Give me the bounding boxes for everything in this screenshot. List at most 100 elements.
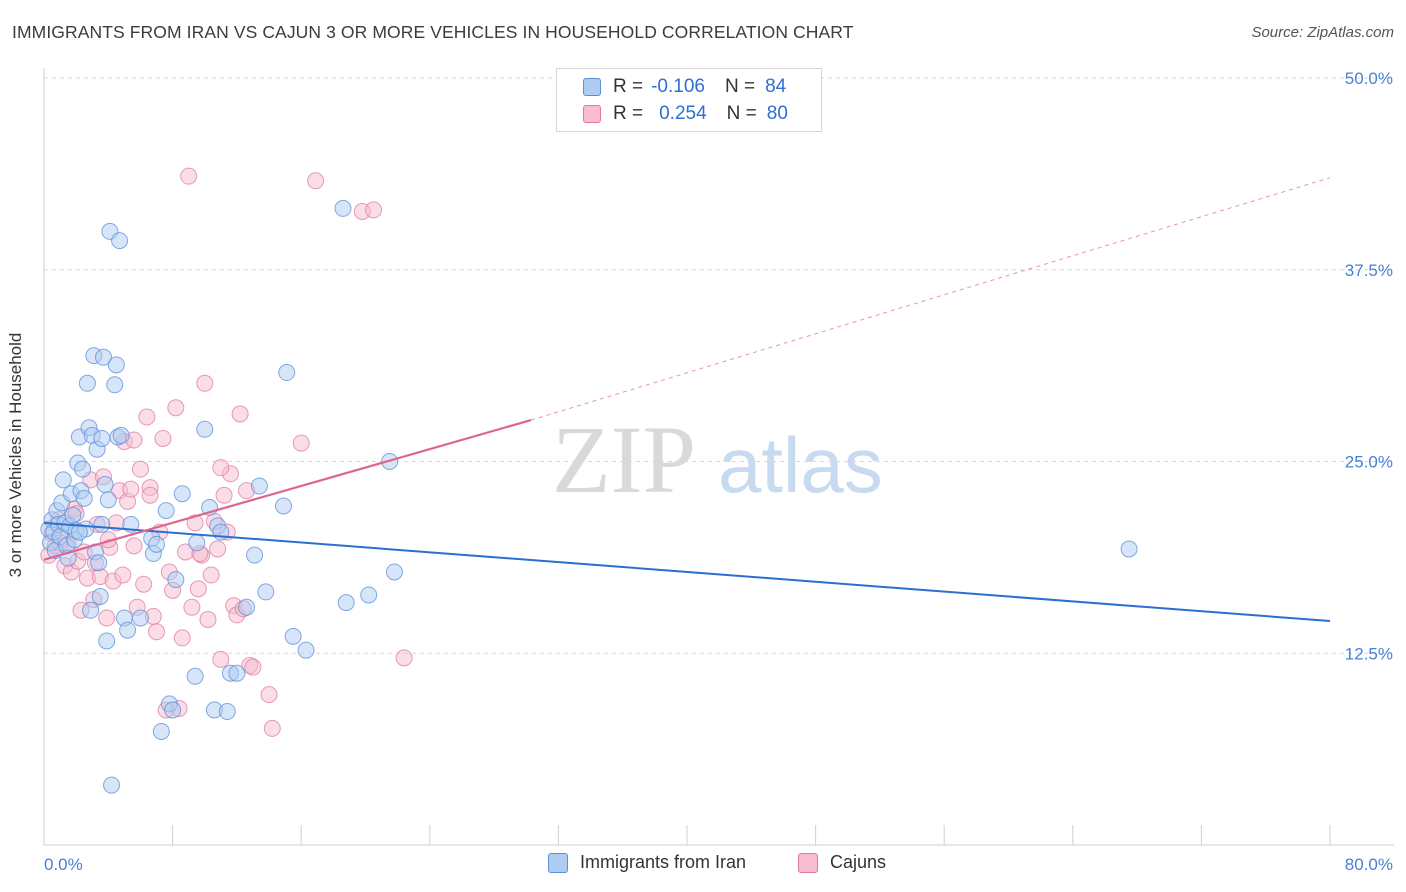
- legend-swatch-iran: [548, 852, 568, 873]
- iran-point: [218, 703, 236, 721]
- iran-point: [112, 426, 130, 444]
- cajun-point: [141, 486, 159, 504]
- iran-point: [99, 491, 117, 509]
- iran-point: [337, 594, 355, 612]
- series-legend: Immigrants from Iran Cajuns: [0, 852, 1406, 878]
- iran-point: [91, 587, 109, 605]
- cajun-point: [131, 460, 149, 478]
- cajun-point: [189, 580, 207, 598]
- cajun-point: [292, 434, 310, 452]
- legend-item-cajun[interactable]: Cajuns: [798, 852, 886, 873]
- iran-point: [167, 571, 185, 589]
- iran-point: [93, 429, 111, 447]
- iran-point: [82, 601, 100, 619]
- y-tick-label: 37.5%: [1345, 261, 1393, 280]
- iran-point: [278, 364, 296, 382]
- cajun-trend-line: [43, 419, 532, 561]
- cajun-point: [395, 649, 413, 667]
- legend-swatch-cajun: [798, 852, 818, 873]
- iran-point: [75, 489, 93, 507]
- trend-lines: [43, 177, 1331, 623]
- cajun-point: [263, 719, 281, 737]
- iran-point: [93, 515, 111, 533]
- series-iran: [40, 199, 1138, 794]
- iran-point: [98, 632, 116, 650]
- gridlines: [44, 77, 1394, 654]
- cajun-point: [231, 405, 249, 423]
- cajun-point: [125, 537, 143, 555]
- legend-n-label: N =: [724, 76, 756, 97]
- iran-point: [111, 232, 129, 250]
- iran-point: [360, 586, 378, 604]
- iran-point: [284, 627, 302, 645]
- cajun-point: [148, 623, 166, 641]
- legend-r-label: R =: [613, 103, 644, 124]
- iran-point: [334, 199, 352, 217]
- iran-point: [196, 420, 214, 438]
- iran-point: [103, 776, 121, 794]
- legend-n-value: 84: [765, 76, 787, 97]
- legend-row-cajun: R = 0.254 N = 80: [583, 101, 788, 127]
- cajun-point: [307, 172, 325, 190]
- cajun-point: [186, 514, 204, 532]
- cajun-point: [209, 540, 227, 558]
- iran-point: [64, 506, 82, 524]
- iran-point: [188, 534, 206, 552]
- iran-point: [1120, 540, 1138, 558]
- iran-point: [54, 471, 72, 489]
- tick-labels: 12.5% 25.0% 37.5% 50.0% 0.0% 80.0%: [44, 69, 1393, 874]
- cajun-point: [212, 459, 230, 477]
- iran-point: [297, 641, 315, 659]
- iran-point: [74, 460, 92, 478]
- iran-point: [106, 376, 124, 394]
- axes: [43, 68, 1394, 846]
- cajun-point: [154, 429, 172, 447]
- iran-point: [107, 356, 125, 374]
- iran-point: [157, 502, 175, 520]
- iran-point: [119, 621, 137, 639]
- x-tick-label: 80.0%: [1345, 855, 1393, 874]
- legend-r-value: 0.254: [659, 103, 707, 124]
- y-tick-label: 12.5%: [1345, 644, 1393, 663]
- iran-point: [96, 476, 114, 494]
- legend-n-label: N =: [726, 103, 757, 124]
- cajun-point: [244, 658, 262, 676]
- cajun-point: [365, 201, 383, 219]
- cajun-point: [196, 374, 214, 392]
- cajun-point: [135, 575, 153, 593]
- source-label: Source: ZipAtlas.com: [1251, 24, 1394, 41]
- legend-swatch-iran: [583, 78, 601, 96]
- cajun-point: [114, 566, 132, 584]
- cajun-point: [173, 629, 191, 647]
- correlation-legend: R = -0.106 N = 84 R = 0.254 N = 80: [556, 68, 822, 132]
- legend-item-iran[interactable]: Immigrants from Iran: [548, 852, 746, 873]
- iran-point: [186, 667, 204, 685]
- cajun-trend-extension: [530, 177, 1331, 421]
- legend-label-cajun: Cajuns: [830, 852, 887, 872]
- legend-r-label: R =: [613, 76, 644, 97]
- y-axis-label: 3 or more Vehicles in Household: [6, 332, 25, 578]
- iran-point: [275, 497, 293, 515]
- cajun-point: [183, 598, 201, 616]
- iran-point: [152, 722, 170, 740]
- legend-label-iran: Immigrants from Iran: [580, 852, 747, 872]
- iran-point: [228, 664, 246, 682]
- y-tick-label: 50.0%: [1345, 69, 1393, 88]
- cajun-point: [260, 686, 278, 704]
- iran-point: [131, 609, 149, 627]
- cajun-point: [202, 566, 220, 584]
- y-tick-label: 25.0%: [1345, 453, 1393, 472]
- cajun-point: [199, 611, 217, 629]
- x-tick-label: 0.0%: [44, 855, 83, 874]
- iran-point: [250, 477, 268, 495]
- legend-row-iran: R = -0.106 N = 84: [583, 74, 786, 100]
- iran-point: [257, 583, 275, 601]
- watermark-atlas: atlas: [718, 421, 883, 509]
- iran-trend-line: [43, 521, 1331, 623]
- iran-point: [238, 598, 256, 616]
- chart-title: IMMIGRANTS FROM IRAN VS CAJUN 3 OR MORE …: [12, 22, 854, 42]
- cajun-point: [122, 480, 140, 498]
- cajun-point: [98, 609, 116, 627]
- legend-r-value: -0.106: [651, 76, 705, 97]
